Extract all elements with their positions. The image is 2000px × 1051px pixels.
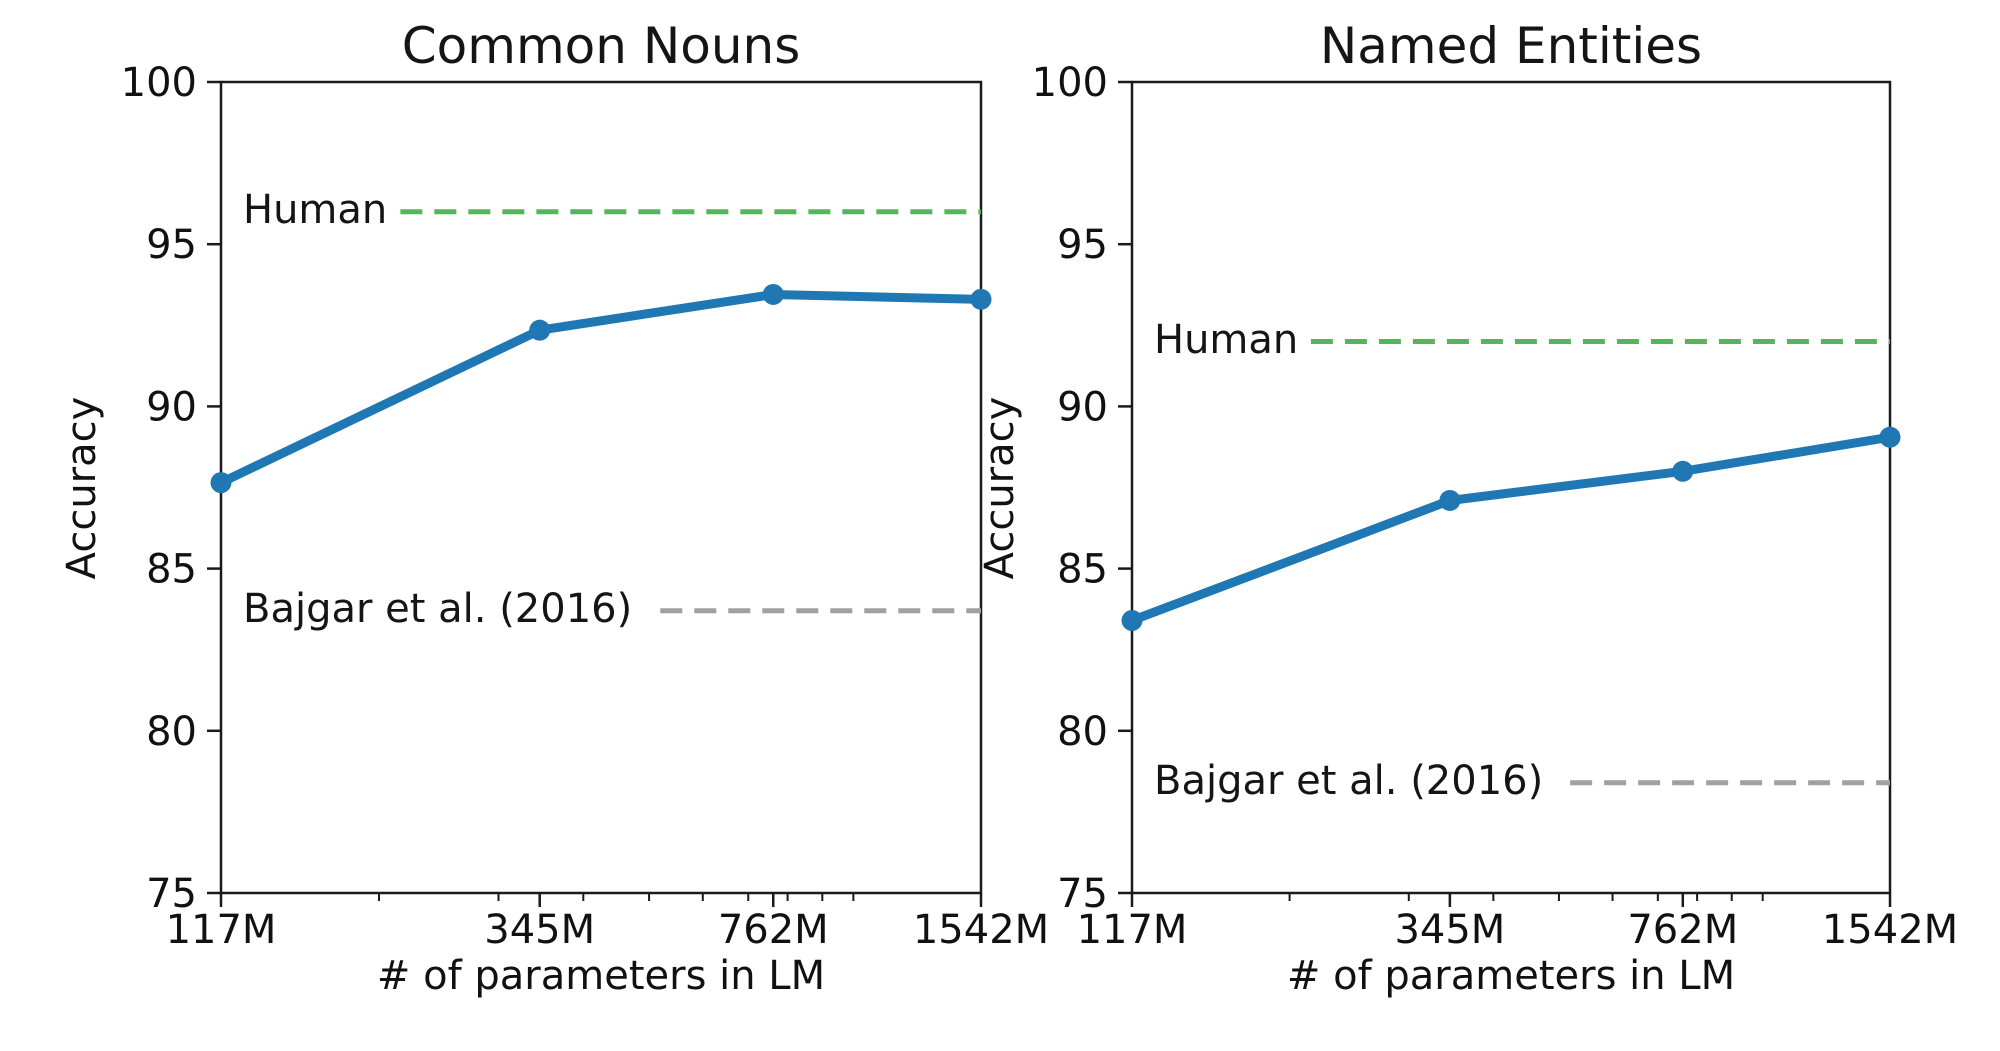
axes-frame — [219, 80, 983, 895]
x-tick-label: 1542M — [1822, 907, 1958, 953]
x-tick-label: 762M — [1627, 907, 1738, 953]
data-point-marker — [1439, 489, 1461, 511]
data-point-marker — [1672, 460, 1694, 482]
y-tick-label: 100 — [1032, 60, 1108, 106]
y-tick-label: 80 — [146, 709, 197, 755]
y-tick-label: 90 — [1057, 384, 1108, 430]
x-tick-label: 345M — [484, 907, 595, 953]
y-tick-label: 85 — [1057, 547, 1108, 593]
y-tick-label: 95 — [146, 222, 197, 268]
y-tick-label: 75 — [1057, 871, 1108, 917]
data-point-marker — [762, 283, 784, 305]
x-tick-label: 117M — [166, 907, 277, 953]
data-point-marker — [1879, 426, 1901, 448]
data-point-marker — [210, 472, 232, 494]
x-tick-label: 1542M — [913, 907, 1049, 953]
y-tick-label: 85 — [146, 547, 197, 593]
axes-frame — [1130, 80, 1892, 895]
panel-common-nouns: 75 80 85 90 95 100 117M 345M 762M 1542M — [121, 60, 1050, 953]
y-tick-label: 100 — [121, 60, 197, 106]
data-point-marker — [1121, 610, 1143, 632]
data-point-marker — [529, 319, 551, 341]
x-tick-label: 762M — [718, 907, 829, 953]
data-point-marker — [970, 288, 992, 310]
x-tick-label: 117M — [1077, 907, 1188, 953]
model-accuracy-line — [1127, 432, 1895, 626]
panel-named-entities: 75 80 85 90 95 100 117M 345M 762M 1542M — [1032, 60, 1959, 953]
model-accuracy-line — [216, 289, 986, 488]
y-tick-label: 80 — [1057, 709, 1108, 755]
y-tick-label: 90 — [146, 384, 197, 430]
y-tick-label: 75 — [146, 871, 197, 917]
x-tick-label: 345M — [1394, 907, 1505, 953]
y-tick-label: 95 — [1057, 222, 1108, 268]
